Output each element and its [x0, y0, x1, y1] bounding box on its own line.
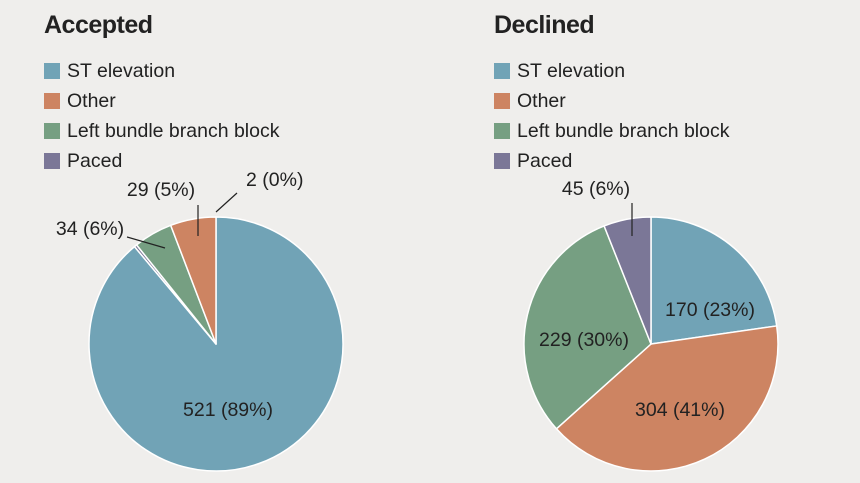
legend-label: Left bundle branch block [517, 120, 730, 142]
pie-chart-declined: 170 (23%) 304 (41%) 229 (30%) 45 (6%) [523, 178, 779, 472]
legend-swatch [44, 153, 60, 169]
legend-swatch [494, 123, 510, 139]
legend-label: Paced [67, 150, 123, 172]
data-label: 45 (6%) [562, 178, 630, 200]
legend-item-lbbb: Left bundle branch block [494, 116, 729, 146]
chart-title-declined: Declined [494, 11, 595, 39]
data-label: 521 (89%) [183, 399, 273, 421]
legend-label: Paced [517, 150, 573, 172]
accepted-panel: Accepted ST elevation Other Left bundle … [44, 11, 344, 472]
legend-item-other: Other [494, 86, 729, 116]
legend-item-paced: Paced [44, 146, 279, 176]
chart-title-accepted: Accepted [44, 11, 153, 39]
legend-item-other: Other [44, 86, 279, 116]
legend-item-lbbb: Left bundle branch block [44, 116, 279, 146]
legend-item-st-elevation: ST elevation [494, 56, 729, 86]
pie-slice-left-bundle-branch-block [523, 225, 652, 430]
legend-label: Other [517, 90, 566, 112]
legend-swatch [44, 63, 60, 79]
legend-label: Other [67, 90, 116, 112]
data-label: 229 (30%) [539, 329, 629, 351]
data-label: 304 (41%) [635, 399, 725, 421]
pie-slice-st-elevation [650, 216, 778, 345]
legend-swatch [44, 93, 60, 109]
legend-swatch [494, 63, 510, 79]
legend-label: ST elevation [517, 60, 626, 82]
legend-label: Left bundle branch block [67, 120, 280, 142]
legend-accepted: ST elevation Other Left bundle branch bl… [44, 56, 279, 176]
data-label: 170 (23%) [665, 299, 755, 321]
declined-panel: Declined ST elevation Other Left bundle … [430, 0, 860, 483]
pie-chart-accepted: 521 (89%) 2 (0%) 29 (5%)34 (6%) [56, 169, 344, 472]
pie-slice-other [555, 325, 779, 472]
legend-item-paced: Paced [494, 146, 729, 176]
pie-slice-other [169, 216, 217, 345]
legend-label: ST elevation [67, 60, 176, 82]
data-label: 29 (5%) [127, 179, 195, 201]
legend-swatch [44, 123, 60, 139]
legend-swatch [494, 153, 510, 169]
leader-line [215, 192, 238, 213]
data-label: 34 (6%) [56, 218, 124, 240]
legend-item-st-elevation: ST elevation [44, 56, 279, 86]
legend-swatch [494, 93, 510, 109]
data-label: 2 (0%) [246, 169, 303, 191]
pie-slice-paced [603, 216, 652, 345]
legend-declined: ST elevation Other Left bundle branch bl… [494, 56, 729, 176]
leader-line [126, 236, 166, 249]
